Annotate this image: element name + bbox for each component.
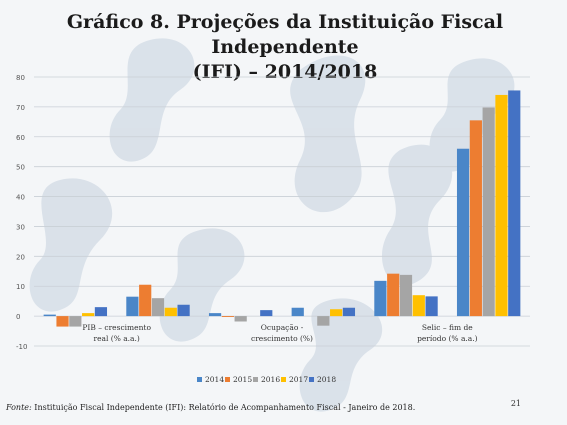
legend-swatch [281,377,286,382]
bar-2017 [82,313,95,317]
y-tick-label: 40 [16,194,25,202]
legend-swatch [225,377,230,382]
bar-2014 [126,296,139,317]
x-category-label: Ocupação - crescimento (%) [251,323,313,343]
x-category-label-line: real (% a.a.) [93,334,139,343]
legend-label: 2016 [261,375,280,384]
x-category-label: Selic – fim de período (% a.a.) [417,323,478,343]
y-tick-label: 80 [16,74,25,82]
bar-2014 [291,307,304,317]
legend-swatch [309,377,314,382]
bar-2016 [234,316,247,322]
bar-2018 [508,90,521,317]
x-category-label-line: período (% a.a.) [417,334,478,343]
bar-2017 [330,309,343,317]
bar-2015 [221,316,234,318]
y-tick-label: 70 [16,104,25,112]
legend-swatch [253,377,258,382]
bar-2018 [425,296,438,317]
x-category-label-line: crescimento (%) [251,334,313,343]
y-tick-label: 0 [16,313,20,321]
x-category-label: PIB – crescimento real (% a.a.) [82,323,151,343]
x-category-label-line: Selic – fim de [422,323,473,332]
bar-2016 [151,298,165,317]
chart-title-line-2: (IFI) – 2014/2018 [192,61,378,83]
y-tick-label: 50 [16,164,25,172]
bar-2018 [260,310,273,317]
bar-2015 [56,316,69,327]
y-tick-label: 60 [16,134,25,142]
bar-2015 [469,120,482,317]
legend-swatch [197,377,202,382]
source-text: Instituição Fiscal Independente (IFI): R… [34,403,416,412]
bar-2015 [387,273,400,317]
bar-2017 [495,94,508,317]
bar-2016 [317,316,330,326]
bar-2016 [482,107,495,317]
x-category-label-line: PIB – crescimento [82,323,151,332]
y-tick-label: 10 [16,283,25,291]
legend-label: 2014 [205,375,224,384]
y-tick-label: -10 [16,343,27,351]
bar-2014 [208,313,222,317]
bar-2014 [456,148,470,317]
y-tick-label: 20 [16,253,25,261]
bar-2018 [342,307,356,317]
bar-2017 [164,307,177,317]
source-note: Fonte: Instituição Fiscal Independente (… [6,403,415,412]
x-category-label-line: Ocupação - [261,323,304,332]
legend-label: 2015 [233,375,252,384]
chart-title: Gráfico 8. Projeções da Instituição Fisc… [10,10,560,85]
page-number: 21 [510,399,521,408]
bar-2014 [374,280,387,317]
bar-2016 [399,274,413,317]
bar-2016 [69,316,82,327]
legend-label: 2017 [289,375,308,384]
bar-2014 [43,314,56,317]
bar-2018 [94,307,108,317]
y-tick-label: 30 [16,223,25,231]
bar-2015 [139,284,152,317]
legend-label: 2018 [317,375,336,384]
bar-2017 [412,295,425,317]
chart-title-line-1: Gráfico 8. Projeções da Instituição Fisc… [66,11,504,58]
bar-2018 [177,304,190,317]
source-label: Fonte: [6,403,32,412]
